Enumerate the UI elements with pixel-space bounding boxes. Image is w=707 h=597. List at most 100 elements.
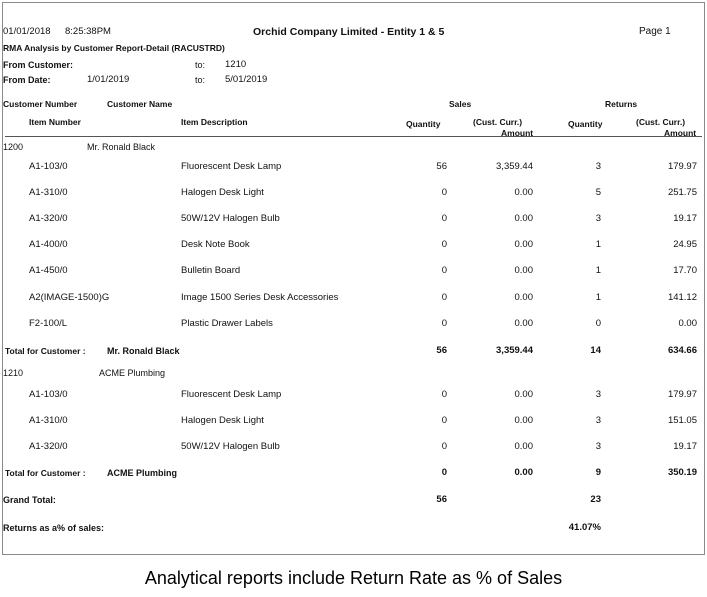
page-number: Page 1: [639, 26, 671, 37]
item-description: Fluorescent Desk Lamp: [181, 389, 282, 400]
figure-caption: Analytical reports include Return Rate a…: [144, 568, 563, 588]
grand-total-row: Grand Total: 56 23: [3, 494, 704, 506]
total-customer-name: Mr. Ronald Black: [107, 346, 180, 356]
returns-amount: 179.97: [667, 161, 697, 172]
item-description: Halogen Desk Light: [181, 187, 264, 198]
returns-percentage-value: 41.07%: [568, 522, 601, 533]
report-time: 8:25:38PM: [65, 26, 111, 37]
sales-amount: 0.00: [514, 389, 534, 400]
col-sales-amount: (Cust. Curr.): [473, 117, 523, 127]
total-sales-quantity: 56: [436, 345, 447, 356]
item-number: A1-310/0: [29, 415, 68, 426]
sales-amount: 0.00: [514, 318, 534, 329]
table-row: A1-450/0 Bulletin Board 0 0.00 1 17.70: [3, 265, 704, 277]
sales-amount: 3,359.44: [496, 161, 533, 172]
returns-amount: 151.05: [667, 415, 697, 426]
customer-total-row: Total for Customer : ACME Plumbing 0 0.0…: [3, 467, 704, 479]
item-number: A1-320/0: [29, 441, 68, 452]
sales-amount: 0.00: [514, 213, 534, 224]
returns-amount: 19.17: [673, 213, 697, 224]
total-sales-amount: 0.00: [514, 467, 534, 478]
total-customer-name: ACME Plumbing: [107, 468, 177, 478]
sales-amount: 0.00: [514, 239, 534, 250]
returns-quantity: 1: [595, 239, 601, 250]
table-row: A1-103/0 Fluorescent Desk Lamp 0 0.00 3 …: [3, 389, 704, 401]
returns-amount: 19.17: [673, 441, 697, 452]
table-row: A1-103/0 Fluorescent Desk Lamp 56 3,359.…: [3, 161, 704, 173]
to-date-value: 5/01/2019: [225, 74, 268, 85]
total-returns-amount: 350.19: [667, 467, 697, 478]
returns-quantity: 3: [595, 389, 601, 400]
returns-amount: 17.70: [673, 265, 697, 276]
total-returns-quantity: 14: [590, 345, 601, 356]
item-number: F2-100/L: [29, 318, 68, 329]
col-sales-quantity: Quantity: [406, 119, 441, 129]
item-description: Bulletin Board: [181, 265, 241, 276]
grand-total-label: Grand Total:: [3, 495, 56, 505]
sales-quantity: 0: [441, 265, 447, 276]
item-description: Fluorescent Desk Lamp: [181, 161, 282, 172]
total-returns-quantity: 9: [595, 467, 601, 478]
customer-number: 1200: [3, 142, 24, 152]
report-title: RMA Analysis by Customer Report-Detail (…: [3, 43, 225, 53]
sales-amount: 0.00: [514, 292, 534, 303]
item-number: A1-400/0: [29, 239, 68, 250]
sales-amount: 0.00: [514, 415, 534, 426]
col-item-number: Item Number: [29, 117, 81, 127]
table-row: A1-310/0 Halogen Desk Light 0 0.00 3 151…: [3, 415, 704, 427]
returns-percentage-row: Returns as a% of sales: 41.07%: [3, 522, 704, 534]
returns-quantity: 1: [595, 292, 601, 303]
returns-amount: 251.75: [667, 187, 697, 198]
returns-quantity: 1: [595, 265, 601, 276]
item-description: Halogen Desk Light: [181, 415, 264, 426]
returns-quantity: 3: [595, 213, 601, 224]
table-row: A1-320/0 50W/12V Halogen Bulb 0 0.00 3 1…: [3, 441, 704, 453]
sales-quantity: 0: [441, 415, 447, 426]
sales-quantity: 0: [441, 213, 447, 224]
table-row: A2(IMAGE-1500)G Image 1500 Series Desk A…: [3, 292, 704, 304]
item-description: Desk Note Book: [181, 239, 250, 250]
customer-number: 1210: [3, 368, 24, 378]
col-returns-amount: (Cust. Curr.): [636, 117, 686, 127]
item-number: A1-320/0: [29, 213, 68, 224]
returns-amount: 179.97: [667, 389, 697, 400]
to-customer-value: 1210: [225, 59, 247, 70]
sales-quantity: 0: [441, 187, 447, 198]
col-customer-number: Customer Number: [3, 99, 78, 109]
table-row: A1-320/0 50W/12V Halogen Bulb 0 0.00 3 1…: [3, 213, 704, 225]
customer-name: Mr. Ronald Black: [87, 142, 156, 152]
total-sales-amount: 3,359.44: [496, 345, 533, 356]
col-customer-name: Customer Name: [107, 99, 173, 109]
sales-amount: 0.00: [514, 187, 534, 198]
returns-quantity: 5: [595, 187, 601, 198]
total-returns-amount: 634.66: [667, 345, 697, 356]
to-label: to:: [195, 60, 206, 70]
returns-amount: 141.12: [667, 292, 697, 303]
col-returns-quantity: Quantity: [568, 119, 603, 129]
sales-quantity: 56: [436, 161, 447, 172]
sales-quantity: 0: [441, 318, 447, 329]
col-sales: Sales: [449, 99, 472, 109]
table-row: A1-400/0 Desk Note Book 0 0.00 1 24.95: [3, 239, 704, 251]
item-number: A1-103/0: [29, 389, 68, 400]
col-returns-amount-label: Amount: [664, 128, 697, 138]
company-name: Orchid Company Limited - Entity 1 & 5: [253, 26, 445, 38]
item-description: Image 1500 Series Desk Accessories: [181, 292, 339, 303]
col-item-description: Item Description: [181, 117, 248, 127]
returns-quantity: 3: [595, 441, 601, 452]
sales-quantity: 0: [441, 239, 447, 250]
returns-amount: 0.00: [678, 318, 698, 329]
grand-total-returns-quantity: 23: [590, 494, 601, 505]
table-row: F2-100/L Plastic Drawer Labels 0 0.00 0 …: [3, 318, 704, 330]
item-description: Plastic Drawer Labels: [181, 318, 273, 329]
item-number: A2(IMAGE-1500)G: [29, 292, 110, 303]
sales-quantity: 0: [441, 292, 447, 303]
item-number: A1-310/0: [29, 187, 68, 198]
col-returns: Returns: [605, 99, 638, 109]
customer-total-row: Total for Customer : Mr. Ronald Black 56…: [3, 345, 704, 357]
customer-name: ACME Plumbing: [99, 368, 166, 378]
grand-total-sales-quantity: 56: [436, 494, 447, 505]
sales-quantity: 0: [441, 441, 447, 452]
returns-quantity: 0: [595, 318, 601, 329]
returns-amount: 24.95: [673, 239, 697, 250]
